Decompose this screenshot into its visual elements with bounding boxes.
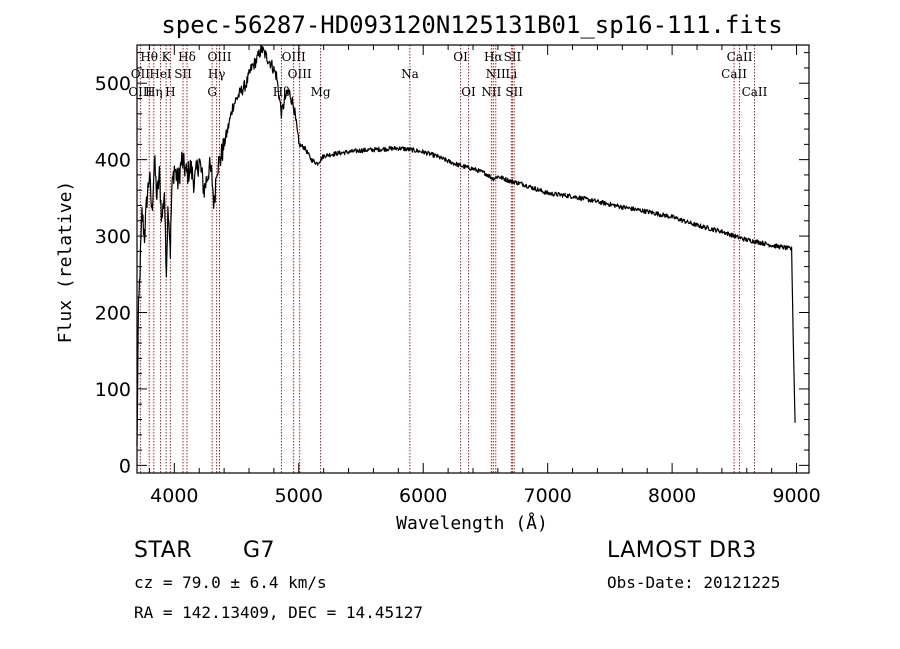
line-label: OIII	[282, 50, 306, 64]
redshift-value: cz = 79.0 ± 6.4 km/s	[134, 573, 327, 592]
plot-frame	[136, 44, 810, 474]
line-label: NII	[481, 85, 501, 99]
x-tick-label: 9000	[772, 485, 820, 507]
line-label: OII	[131, 67, 151, 81]
object-type: STAR	[134, 538, 193, 563]
y-tick-label: 100	[95, 379, 131, 401]
line-label: OI	[461, 85, 476, 99]
line-label: SII	[504, 50, 522, 64]
x-tick-label: 6000	[399, 485, 447, 507]
line-label: Hδ	[178, 50, 196, 64]
line-label: CaII	[721, 67, 747, 81]
line-label: HeI	[149, 67, 172, 81]
y-tick-label: 200	[95, 303, 131, 325]
line-label: CaII	[727, 50, 753, 64]
spectrum-line	[136, 44, 796, 447]
line-label: OIII	[288, 67, 312, 81]
line-label: OIII	[207, 50, 231, 64]
line-label: Hα	[484, 50, 503, 64]
line-label: Li	[505, 67, 517, 81]
line-label: SII	[505, 85, 523, 99]
line-label: SII	[174, 67, 192, 81]
x-tick-label: 5000	[275, 485, 323, 507]
x-tick-label: 8000	[648, 485, 696, 507]
x-axis: 4000 5000 6000 7000 8000 9000	[148, 45, 821, 507]
y-tick-label: 500	[95, 73, 131, 95]
line-label: K	[162, 50, 172, 64]
line-label: Mg	[311, 85, 331, 99]
y-axis: 0 100 200 300 400 500	[95, 52, 809, 477]
line-label: H	[165, 85, 175, 99]
line-label: OIII	[128, 85, 152, 99]
line-label: Na	[401, 67, 419, 81]
line-label: OI	[453, 50, 468, 64]
x-tick-label: 7000	[523, 485, 571, 507]
y-tick-label: 0	[119, 455, 131, 477]
obs-date: Obs-Date: 20121225	[607, 573, 781, 592]
line-label: NII	[486, 67, 506, 81]
survey-name: LAMOST DR3	[607, 538, 757, 563]
subclass: G7	[243, 538, 276, 563]
line-label: Hη	[145, 85, 163, 99]
x-tick-label: 4000	[150, 485, 198, 507]
y-tick-label: 300	[95, 226, 131, 248]
line-label: Hγ	[208, 67, 226, 81]
line-label: Hθ	[140, 50, 158, 64]
x-axis-label: Wavelength (Å)	[396, 512, 548, 534]
chart-title: spec-56287-HD093120N125131B01_sp16-111.f…	[161, 11, 782, 39]
line-label: G	[207, 85, 217, 99]
line-label: CaII	[742, 85, 768, 99]
y-axis-label: Flux (relative)	[55, 181, 76, 344]
y-tick-label: 400	[95, 150, 131, 172]
spectrum-series	[136, 44, 796, 447]
coordinates: RA = 142.13409, DEC = 14.45127	[134, 603, 423, 622]
